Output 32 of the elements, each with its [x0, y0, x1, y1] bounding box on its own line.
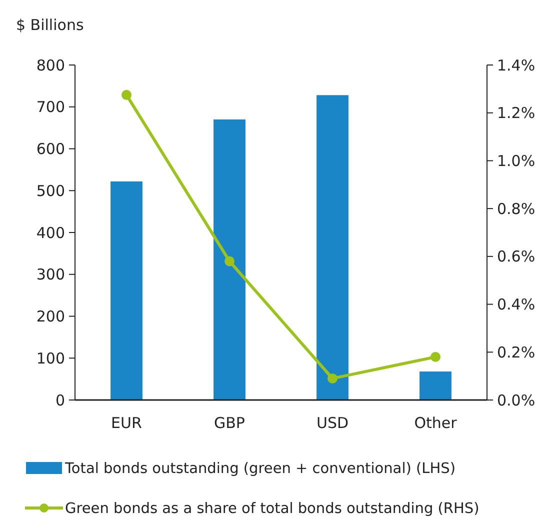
y2-tick-label: 0.2%: [497, 343, 536, 362]
legend-label: Green bonds as a share of total bonds outstanding (RHS): [65, 501, 480, 518]
bar: [214, 119, 246, 400]
point: [430, 352, 440, 362]
y2-tick-label: 0.4%: [497, 296, 536, 314]
bar: [110, 181, 142, 400]
point: [328, 373, 338, 384]
y-tick-label: 500: [36, 182, 65, 200]
bar: [316, 95, 348, 400]
y-tick-label: 200: [36, 308, 65, 326]
x-tick-label: USD: [316, 414, 349, 432]
y-tick-label: 100: [36, 349, 65, 368]
y2-tick-label: 1.2%: [497, 104, 536, 122]
y2-tick-label: 0.8%: [497, 200, 536, 218]
point: [224, 256, 234, 266]
x-tick-label: GBP: [214, 414, 245, 432]
y-tick-label: 0: [55, 391, 65, 410]
legend-label: Total bonds outstanding (green + conventional) (LHS): [64, 461, 456, 478]
y-tick-label: 300: [36, 266, 65, 284]
x-tick-label: EUR: [111, 414, 142, 432]
y-axis-title: $ Billions: [16, 16, 84, 34]
y2-tick-label: 0.6%: [497, 248, 536, 266]
y2-tick-label: 1.0%: [497, 152, 536, 170]
bar: [420, 372, 452, 400]
y-tick-label: 700: [36, 98, 65, 116]
y-tick-label: 600: [36, 140, 65, 158]
point: [122, 90, 132, 100]
y-tick-label: 400: [36, 224, 65, 242]
y2-tick-label: 0.0%: [497, 391, 536, 410]
y2-tick-label: 1.4%: [497, 56, 536, 74]
y-tick-label: 800: [36, 56, 65, 74]
x-tick-label: Other: [414, 414, 458, 432]
